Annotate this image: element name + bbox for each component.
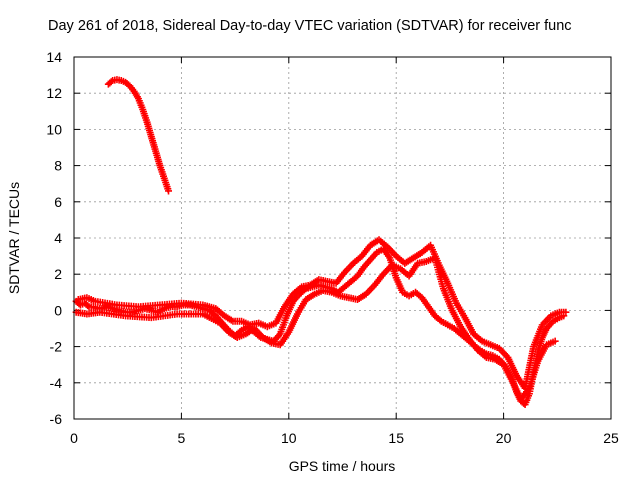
- y-tick-label: -6: [50, 411, 63, 427]
- y-tick-label: -4: [50, 375, 63, 391]
- data-marks: [72, 76, 570, 409]
- y-tick-label: 14: [46, 49, 62, 65]
- x-tick-label: 25: [603, 430, 619, 446]
- data-point: [84, 302, 92, 310]
- x-tick-label: 15: [388, 430, 404, 446]
- x-axis-label: GPS time / hours: [289, 458, 396, 474]
- plot-frame: [73, 56, 612, 420]
- y-axis-label: SDTVAR / TECUs: [6, 182, 22, 294]
- x-tick-label: 5: [178, 430, 186, 446]
- y-tick-label: 2: [54, 266, 62, 282]
- y-tick-label: 4: [54, 230, 62, 246]
- series-main-band: [72, 245, 568, 409]
- y-tick-label: 6: [54, 194, 62, 210]
- series-lower-branch: [72, 254, 559, 403]
- x-tick-label: 0: [70, 430, 78, 446]
- x-tick-label: 20: [496, 430, 512, 446]
- grid: [74, 57, 611, 419]
- y-tick-label: 10: [46, 121, 62, 137]
- data-point: [165, 187, 173, 195]
- chart-title: Day 261 of 2018, Sidereal Day-to-day VTE…: [48, 18, 572, 34]
- y-tick-label: 8: [54, 158, 62, 174]
- y-tick-label: -2: [50, 339, 63, 355]
- data-point: [562, 308, 570, 316]
- data-point: [551, 337, 559, 345]
- x-tick-label: 10: [281, 430, 297, 446]
- series-early-pass: [104, 76, 173, 195]
- tick-labels: 0 5 10 15 20 25 -6 -4 -2 0 2 4 6 8 10 12 14: [46, 49, 619, 446]
- series-upper-branch: [74, 236, 570, 392]
- y-tick-label: 0: [54, 302, 62, 318]
- data-point: [107, 78, 115, 86]
- y-tick-label: 12: [46, 85, 62, 101]
